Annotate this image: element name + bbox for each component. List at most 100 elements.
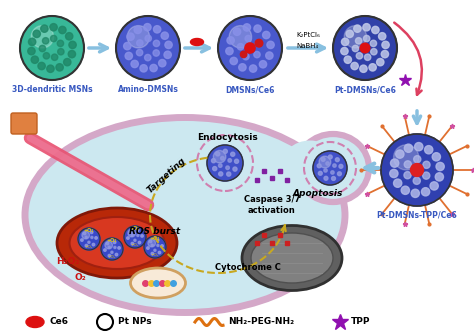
Circle shape [50, 24, 57, 31]
Circle shape [370, 40, 377, 47]
Circle shape [129, 230, 132, 233]
Circle shape [435, 173, 444, 181]
Circle shape [267, 41, 274, 48]
Text: Pt NPs: Pt NPs [118, 318, 152, 327]
Circle shape [360, 43, 370, 53]
Circle shape [213, 150, 226, 163]
Circle shape [113, 241, 116, 243]
Ellipse shape [242, 225, 342, 291]
Circle shape [223, 149, 228, 153]
Circle shape [423, 161, 430, 168]
Text: ROS burst: ROS burst [129, 227, 181, 236]
Circle shape [233, 167, 237, 171]
Circle shape [360, 65, 367, 72]
Circle shape [103, 239, 117, 254]
FancyBboxPatch shape [11, 113, 37, 134]
Circle shape [137, 234, 139, 236]
Circle shape [161, 32, 168, 39]
Circle shape [339, 164, 343, 168]
Circle shape [333, 164, 336, 167]
Circle shape [153, 40, 160, 47]
Circle shape [316, 153, 337, 175]
Circle shape [68, 50, 75, 58]
Circle shape [65, 33, 73, 40]
Circle shape [233, 28, 241, 35]
Circle shape [144, 23, 151, 31]
Circle shape [31, 56, 38, 63]
Circle shape [124, 42, 131, 50]
Circle shape [243, 53, 249, 60]
Circle shape [149, 240, 152, 243]
Circle shape [352, 45, 359, 52]
Circle shape [148, 239, 155, 247]
Circle shape [324, 176, 328, 180]
Circle shape [254, 25, 261, 32]
Ellipse shape [280, 141, 340, 195]
Circle shape [341, 47, 348, 55]
Circle shape [223, 19, 264, 61]
Circle shape [319, 171, 322, 175]
Circle shape [146, 247, 149, 249]
Circle shape [363, 24, 370, 31]
Circle shape [210, 147, 233, 170]
Circle shape [118, 247, 120, 249]
Circle shape [88, 241, 90, 243]
Circle shape [39, 45, 46, 52]
Circle shape [124, 226, 146, 248]
Circle shape [404, 172, 411, 179]
Circle shape [85, 244, 88, 247]
Circle shape [145, 54, 151, 61]
Circle shape [104, 249, 106, 251]
Circle shape [393, 145, 419, 170]
Circle shape [335, 158, 339, 162]
Circle shape [25, 19, 66, 61]
Text: H₂O₂: H₂O₂ [56, 258, 80, 267]
Circle shape [137, 229, 139, 231]
Circle shape [161, 245, 164, 247]
Circle shape [218, 16, 282, 80]
Circle shape [82, 231, 90, 239]
Text: Ce6: Ce6 [49, 318, 68, 327]
Ellipse shape [70, 217, 164, 269]
Circle shape [95, 237, 97, 239]
Text: Pt-DMSNs/Ce6: Pt-DMSNs/Ce6 [334, 85, 396, 94]
Circle shape [91, 231, 93, 233]
Circle shape [85, 236, 87, 238]
Circle shape [127, 237, 129, 239]
Circle shape [211, 159, 216, 163]
Circle shape [326, 162, 329, 165]
Circle shape [111, 251, 113, 254]
Circle shape [243, 24, 251, 31]
Circle shape [128, 229, 136, 237]
Circle shape [228, 159, 231, 162]
Text: K₂PtCl₆: K₂PtCl₆ [296, 32, 320, 38]
Circle shape [156, 239, 159, 241]
Circle shape [371, 48, 377, 55]
Circle shape [31, 26, 54, 48]
Circle shape [33, 30, 40, 37]
Circle shape [332, 176, 336, 180]
Circle shape [386, 138, 433, 184]
Circle shape [165, 41, 172, 48]
Circle shape [216, 152, 220, 156]
Circle shape [313, 151, 347, 185]
Circle shape [410, 164, 423, 176]
Circle shape [41, 25, 48, 32]
Circle shape [213, 167, 217, 171]
Circle shape [28, 47, 35, 55]
Circle shape [432, 153, 440, 161]
Circle shape [379, 33, 386, 40]
Circle shape [137, 49, 143, 56]
Circle shape [57, 40, 64, 47]
Ellipse shape [25, 118, 345, 313]
Text: +O₁: +O₁ [84, 228, 94, 233]
Text: +O₁: +O₁ [151, 253, 159, 257]
Circle shape [391, 159, 399, 167]
Circle shape [372, 26, 379, 34]
Circle shape [47, 65, 54, 72]
Circle shape [78, 228, 100, 250]
Circle shape [245, 35, 251, 42]
Circle shape [245, 43, 255, 53]
Circle shape [126, 227, 140, 241]
Circle shape [116, 16, 180, 80]
